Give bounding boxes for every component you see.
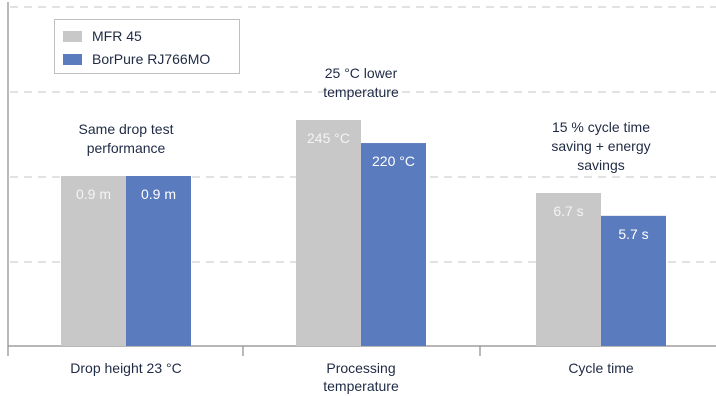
legend-label-borpure: BorPure RJ766MO (92, 51, 210, 67)
bar-value-label: 5.7 s (618, 226, 648, 242)
bar-value-label: 220 °C (372, 153, 415, 169)
chart-legend: MFR 45 BorPure RJ766MO (54, 19, 240, 74)
annotation-text: saving + energy (551, 138, 650, 154)
bar-value-label: 0.9 m (141, 186, 176, 202)
annotation-text: Same drop test (79, 121, 174, 137)
bar-borpure-1 (361, 143, 426, 346)
annotation-text: savings (577, 157, 624, 173)
x-tick-label: Drop height 23 °C (70, 360, 181, 376)
bar-value-label: 0.9 m (76, 186, 111, 202)
legend-label-mfr45: MFR 45 (92, 28, 142, 44)
legend-swatch-mfr45 (63, 31, 82, 42)
legend-item-borpure: BorPure RJ766MO (63, 51, 210, 67)
legend-item-mfr45: MFR 45 (63, 28, 142, 44)
annotation-text: performance (87, 140, 166, 156)
annotation-text: temperature (323, 84, 399, 100)
annotation-text: 25 °C lower (325, 65, 398, 81)
annotation-text: 15 % cycle time (552, 119, 650, 135)
bar-value-label: 245 °C (307, 130, 350, 146)
bar-value-label: 6.7 s (553, 203, 583, 219)
legend-swatch-borpure (63, 54, 82, 65)
x-tick-label: Cycle time (568, 360, 634, 376)
x-tick-label: Processing (326, 360, 395, 376)
x-tick-label: temperature (323, 378, 399, 394)
bar-mfr45-1 (296, 120, 361, 346)
